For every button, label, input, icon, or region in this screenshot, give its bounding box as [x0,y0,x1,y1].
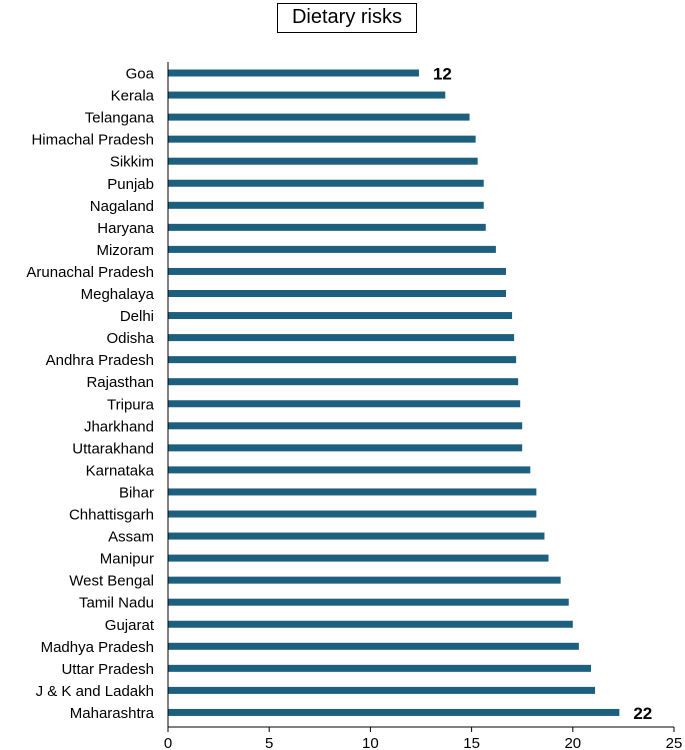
bar-nagaland [168,201,484,209]
category-label-jharkhand: Jharkhand [84,418,154,435]
category-label-madhya-pradesh: Madhya Pradesh [41,639,154,656]
bar-j-k-and-ladakh [168,686,596,694]
category-label-haryana: Haryana [97,220,154,237]
category-label-andhra-pradesh: Andhra Pradesh [46,352,154,369]
axis-layer: Goa Kerala Telangana Himachal Pradesh Sikkim… [26,62,682,750]
bar-haryana [168,223,486,231]
category-label-tripura: Tripura [107,396,155,413]
category-label-j-k-and-ladakh: J & K and Ladakh [36,683,154,700]
category-label-maharashtra: Maharashtra [70,705,155,722]
data-label-maharashtra: 22 [633,704,652,723]
category-label-punjab: Punjab [107,176,154,193]
bar-karnataka [168,466,531,474]
bar-meghalaya [168,290,507,297]
category-label-arunachal-pradesh: Arunachal Pradesh [26,264,154,281]
x-tick-label-25: 25 [666,735,683,750]
bar-gujarat [168,620,573,628]
bar-maharashtra [168,708,620,716]
bar-goa [168,69,419,77]
x-tick-label-10: 10 [362,735,379,750]
bar-madhya-pradesh [168,642,579,650]
chart-title: Dietary risks [277,3,417,33]
bar-odisha [168,334,515,342]
category-label-manipur: Manipur [100,551,154,568]
category-label-assam: Assam [108,529,154,546]
bar-rajasthan [168,378,519,386]
bar-west-bengal [168,576,561,584]
bar-arunachal-pradesh [168,267,507,275]
x-tick-label-5: 5 [265,735,273,750]
bar-punjab [168,179,484,187]
bar-andhra-pradesh [168,356,517,364]
bar-kerala [168,91,446,99]
bar-sikkim [168,157,478,165]
category-label-kerala: Kerala [111,88,155,105]
category-label-karnataka: Karnataka [86,462,155,479]
x-tick-label-0: 0 [164,735,172,750]
data-label-goa: 12 [433,65,452,84]
bar-mizoram [168,245,496,253]
category-label-delhi: Delhi [120,308,154,325]
category-label-himachal-pradesh: Himachal Pradesh [31,132,154,149]
bar-assam [168,532,545,540]
category-label-rajasthan: Rajasthan [86,374,154,391]
category-label-bihar: Bihar [119,484,154,501]
bar-telangana [168,113,470,121]
bars-layer [168,69,620,716]
category-label-mizoram: Mizoram [96,242,154,259]
bar-uttarakhand [168,444,523,452]
bar-uttar-pradesh [168,664,592,672]
bar-chhattisgarh [168,510,537,518]
category-label-telangana: Telangana [85,110,155,127]
category-label-meghalaya: Meghalaya [81,286,155,303]
bar-bihar [168,488,537,496]
category-label-gujarat: Gujarat [105,617,155,634]
category-label-chhattisgarh: Chhattisgarh [69,507,154,524]
bar-tripura [168,400,521,408]
category-label-goa: Goa [126,66,155,83]
category-label-odisha: Odisha [106,330,154,347]
category-label-west-bengal: West Bengal [69,573,154,590]
category-label-uttar-pradesh: Uttar Pradesh [61,661,154,678]
category-label-sikkim: Sikkim [110,154,154,171]
bar-delhi [168,312,513,320]
category-label-nagaland: Nagaland [90,198,154,215]
x-tick-label-20: 20 [564,735,581,750]
category-label-uttarakhand: Uttarakhand [72,440,154,457]
bar-himachal-pradesh [168,135,476,143]
bar-tamil-nadu [168,598,569,606]
bar-jharkhand [168,422,523,430]
x-tick-label-15: 15 [463,735,480,750]
bar-manipur [168,554,549,562]
category-label-tamil-nadu: Tamil Nadu [79,595,154,612]
